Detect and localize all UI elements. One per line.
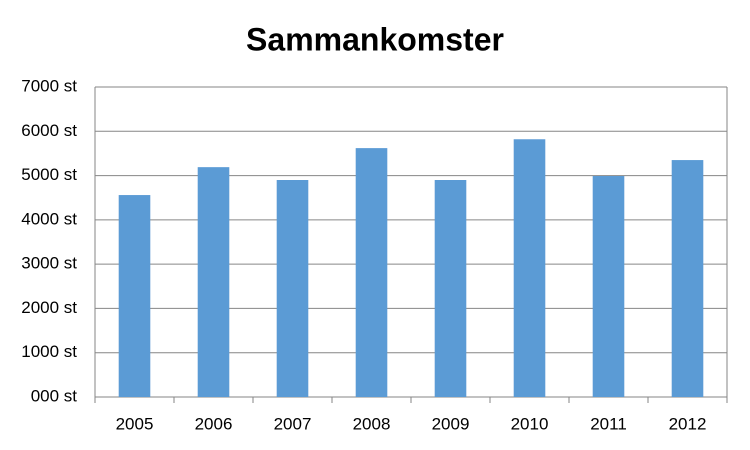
x-tick-label: 2012	[669, 414, 707, 433]
bar	[118, 195, 151, 397]
y-tick-label: 6000 st	[21, 121, 77, 140]
y-tick-label: 2000 st	[21, 298, 77, 317]
x-tick-label: 2010	[511, 414, 549, 433]
y-tick-label: 7000 st	[21, 76, 77, 95]
bar	[592, 176, 625, 397]
bar	[276, 180, 309, 397]
x-tick-label: 2006	[195, 414, 233, 433]
y-tick-label: 4000 st	[21, 209, 77, 228]
y-tick-label: 5000 st	[21, 165, 77, 184]
bar	[355, 148, 388, 397]
x-tick-label: 2005	[116, 414, 154, 433]
bar	[197, 167, 230, 397]
y-tick-label: 3000 st	[21, 254, 77, 273]
y-tick-label: 1000 st	[21, 342, 77, 361]
x-tick-label: 2011	[590, 414, 627, 433]
chart-title: Sammankomster	[246, 21, 504, 57]
bar	[513, 139, 546, 397]
x-tick-label: 2008	[353, 414, 391, 433]
x-tick-label: 2007	[274, 414, 312, 433]
x-tick-label: 2009	[432, 414, 470, 433]
bar	[434, 180, 467, 397]
bar	[671, 160, 704, 397]
y-tick-label: 000 st	[31, 386, 78, 405]
